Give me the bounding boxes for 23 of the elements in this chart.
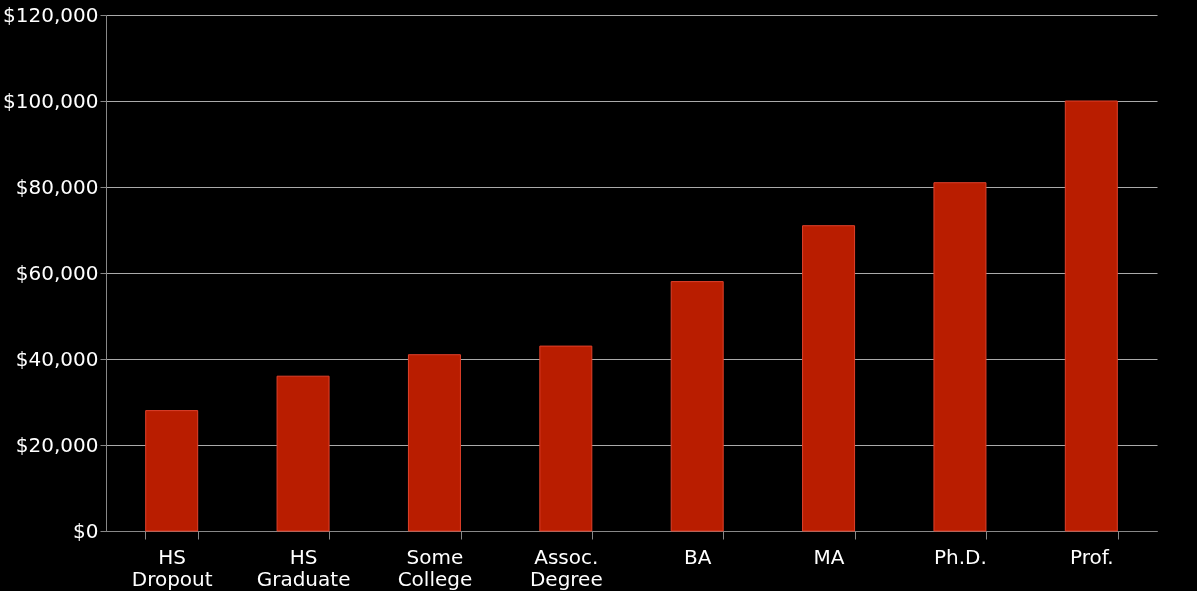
- x-tick-label: BA: [683, 544, 712, 569]
- y-tick-label: $0: [73, 518, 99, 543]
- bar: [802, 225, 856, 532]
- bar: [1064, 100, 1118, 532]
- x-tick-label: Prof.: [1069, 544, 1114, 569]
- y-tick-label: $60,000: [15, 260, 99, 285]
- bar: [145, 410, 199, 532]
- bar: [276, 375, 330, 532]
- bar: [407, 354, 461, 532]
- bar: [670, 281, 724, 532]
- x-tick-label: MA: [813, 544, 845, 569]
- x-tick-label: Assoc. Degree: [529, 544, 603, 591]
- y-tick-label: $40,000: [15, 346, 99, 371]
- x-tick-label: Ph.D.: [934, 544, 987, 569]
- x-tick-label: Some College: [397, 544, 473, 591]
- bar: [539, 345, 593, 532]
- y-tick-label: $80,000: [15, 174, 99, 199]
- x-tick-label: HS Dropout: [131, 544, 213, 591]
- x-tick-label: HS Graduate: [256, 544, 351, 591]
- bar: [933, 182, 987, 532]
- y-tick-label: $100,000: [3, 88, 99, 113]
- y-tick-label: $120,000: [3, 2, 99, 27]
- y-tick-label: $20,000: [15, 432, 99, 457]
